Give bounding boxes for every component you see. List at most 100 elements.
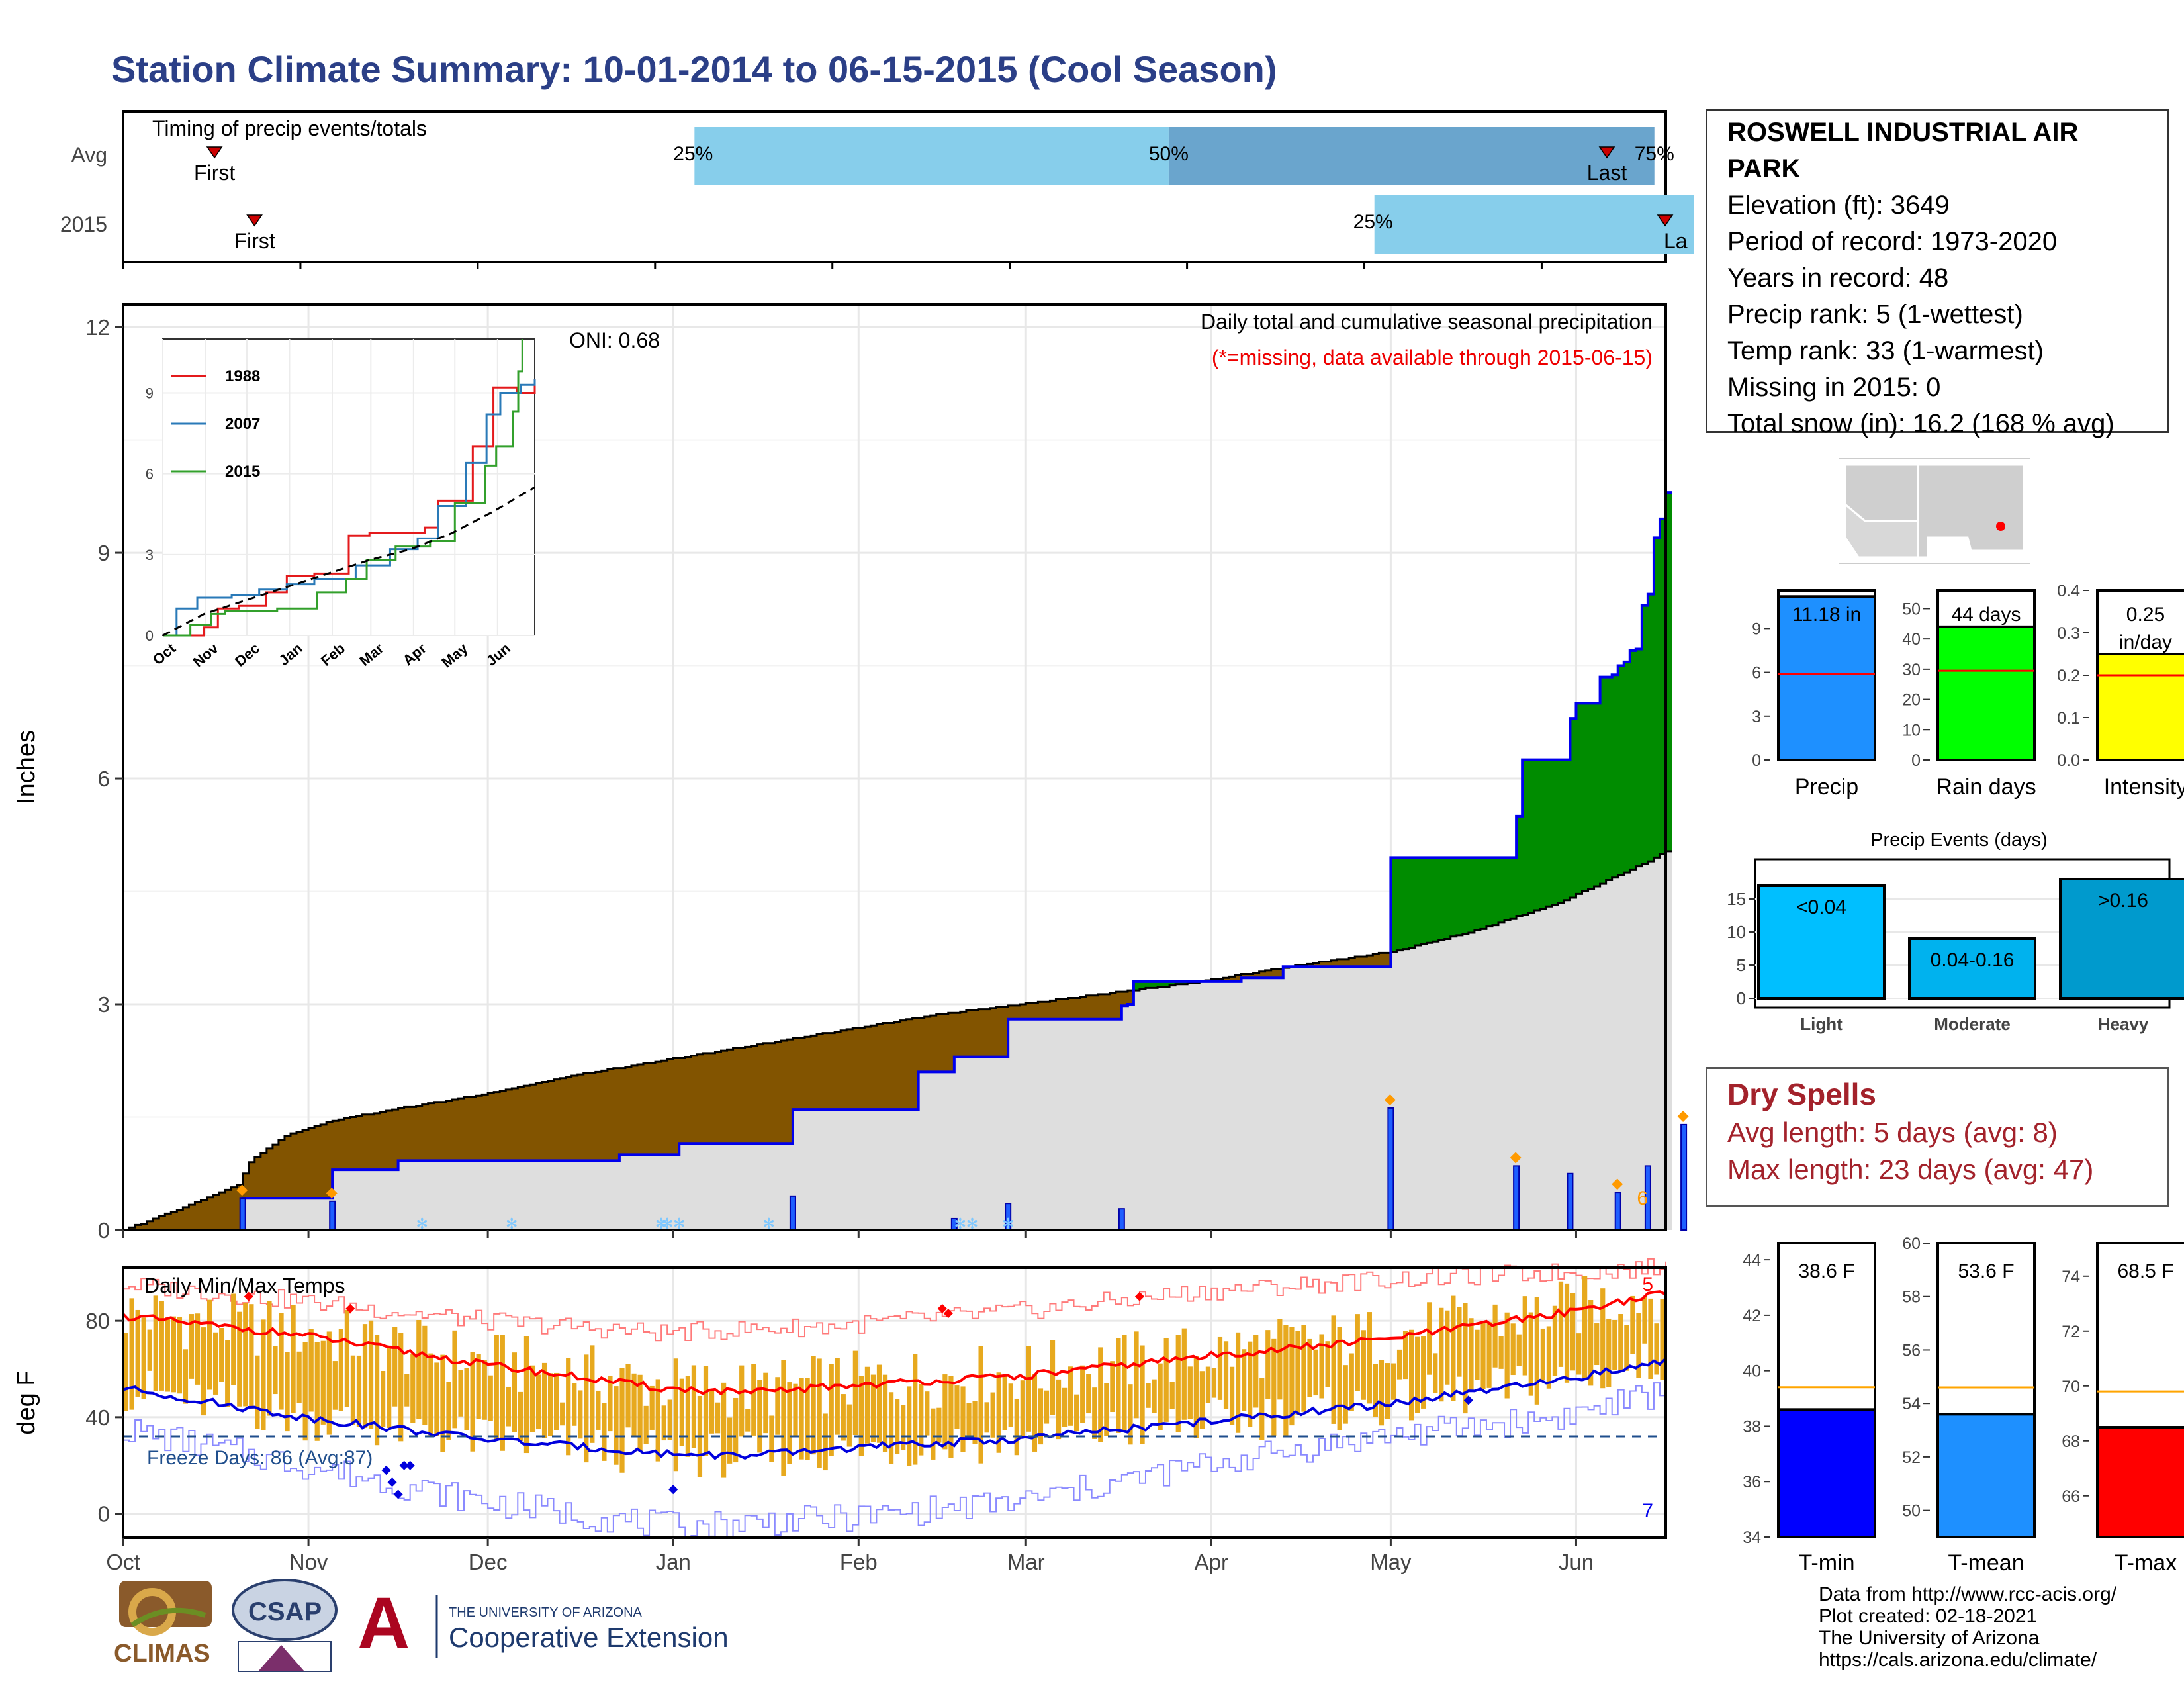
daily-temp-bar	[739, 1365, 745, 1437]
temp-summary-y-tick-label: 58	[1902, 1288, 1921, 1307]
summary-value-label: 44 days	[1951, 604, 2021, 626]
temp-summary-label: T-min	[1799, 1550, 1855, 1575]
daily-temp-bar	[1367, 1312, 1372, 1404]
daily-temp-bar	[643, 1405, 649, 1444]
daily-temp-bar	[1451, 1295, 1456, 1401]
daily-temp-bar	[129, 1298, 134, 1410]
month-label-mar: Mar	[1007, 1550, 1045, 1574]
timing-title: Timing of precip events/totals	[152, 117, 427, 140]
inset-legend-label-2015: 2015	[225, 463, 260, 481]
events-bar-light	[1757, 884, 1886, 1000]
daily-temp-bar	[1104, 1383, 1109, 1436]
daily-temp-bar	[1068, 1366, 1073, 1426]
credit-url: https://cals.arizona.edu/climate/	[1819, 1649, 2097, 1671]
daily-temp-bar	[1648, 1298, 1653, 1379]
daily-temp-bar	[1480, 1321, 1486, 1389]
inset-y-tick-label: 3	[146, 547, 154, 563]
summary-y-tick-label: 30	[1902, 661, 1921, 679]
logos: CLIMAS CSAP A THE UNIVERSITY OF ARIZONA …	[114, 1579, 729, 1672]
credit-plot-created: Plot created: 02-18-2021	[1819, 1605, 2038, 1627]
daily-temp-bar	[1235, 1332, 1241, 1433]
daily-temp-bar	[1349, 1353, 1354, 1411]
daily-temp-bar	[1409, 1329, 1414, 1421]
daily-temp-bar	[1265, 1330, 1271, 1399]
record-high-marker	[937, 1303, 947, 1313]
daily-temp-bar	[655, 1379, 660, 1462]
daily-temp-bar	[852, 1350, 858, 1435]
daily-temp-bar	[919, 1383, 924, 1456]
summary-bar-label: Intensity	[2104, 774, 2184, 800]
daily-temp-bar	[1134, 1331, 1139, 1419]
heavy-event-marker	[1677, 1111, 1689, 1122]
daily-temp-bar	[1445, 1310, 1450, 1385]
heavy-event-marker	[1510, 1152, 1522, 1164]
missing-days-label: 6	[1637, 1188, 1648, 1209]
credit-data-source: Data from http://www.rcc-acis.org/	[1819, 1583, 2117, 1605]
summary-bar-intensity	[2096, 653, 2184, 761]
record-high-line	[123, 1258, 1666, 1342]
daily-temp-bar	[637, 1374, 643, 1452]
summary-y-tick-label: 20	[1902, 691, 1921, 710]
daily-temp-bar	[763, 1372, 768, 1434]
daily-temp-bar	[1110, 1361, 1115, 1413]
daily-temp-bar	[177, 1317, 183, 1394]
summary-y-tick-label: 40	[1902, 630, 1921, 649]
daily-temp-bar	[1080, 1365, 1085, 1423]
daily-temp-bar	[1242, 1349, 1247, 1411]
precip-y-tick-label: 12	[85, 315, 110, 340]
daily-temp-bar	[206, 1299, 212, 1390]
snow-day-icon: ✻	[1002, 1215, 1014, 1232]
daily-temp-bar	[1169, 1382, 1175, 1409]
daily-temp-bar	[1396, 1349, 1402, 1380]
credits: Data from http://www.rcc-acis.org/ Plot …	[1819, 1583, 2116, 1671]
temp-summary-y-tick-label: 60	[1902, 1235, 1921, 1253]
daily-temp-bar	[1492, 1304, 1498, 1368]
daily-temp-bar	[381, 1370, 386, 1427]
inset-y-tick-label: 0	[146, 628, 154, 644]
daily-temp-bar	[925, 1391, 930, 1436]
daily-temp-bar	[614, 1386, 619, 1465]
ua-a-icon: A	[357, 1583, 410, 1664]
daily-precip-bar	[239, 1197, 246, 1231]
summary-value-label: 0.25	[2126, 604, 2165, 626]
daily-temp-bar	[1044, 1390, 1050, 1424]
timing-row-label-y2015: 2015	[60, 212, 107, 236]
daily-temp-bar	[1457, 1307, 1462, 1377]
summary-y-tick-label: 10	[1902, 721, 1921, 739]
daily-temp-bar	[631, 1373, 637, 1437]
temp-summary-value-label: 53.6 F	[1958, 1260, 2014, 1282]
summary-y-tick-label: 0.2	[2057, 667, 2080, 685]
first-event-marker-y2015	[246, 214, 263, 227]
daily-precip-bar	[1680, 1123, 1688, 1231]
daily-temp-bar	[1038, 1388, 1044, 1445]
daily-temp-bar	[966, 1403, 972, 1439]
daily-temp-bar	[1582, 1276, 1588, 1380]
daily-temp-bar	[1217, 1336, 1223, 1400]
temp-summary-y-tick-label: 72	[2062, 1323, 2080, 1341]
daily-temp-bar	[350, 1355, 356, 1425]
daily-temp-bar	[1528, 1312, 1533, 1396]
daily-temp-bar	[1373, 1364, 1379, 1417]
summary-bar-label: Rain days	[1936, 774, 2036, 800]
oni-label: ONI: 0.68	[569, 328, 660, 352]
daily-temp-bar	[171, 1316, 177, 1393]
daily-temp-bar	[1504, 1312, 1510, 1399]
temp-summary-y-tick-label: 40	[1743, 1362, 1761, 1381]
precip-cumulative-line	[123, 491, 1672, 1231]
daily-temp-bar	[1624, 1325, 1629, 1371]
daily-temp-bar	[512, 1352, 517, 1432]
daily-temp-bar	[488, 1375, 493, 1421]
events-y-tick-label: 5	[1737, 955, 1746, 975]
month-label-nov: Nov	[289, 1550, 328, 1574]
daily-temp-bar	[1116, 1338, 1121, 1433]
daily-temp-bar	[165, 1317, 170, 1392]
daily-temp-bar	[428, 1353, 433, 1438]
daily-temp-bar	[1205, 1366, 1211, 1403]
daily-temp-bar	[1379, 1360, 1385, 1426]
daily-temp-bar	[566, 1358, 571, 1456]
daily-temp-bar	[882, 1374, 888, 1452]
daily-temp-bar	[709, 1390, 715, 1434]
summary-bars: 0 3 6 9 11.18 in Precip 0 10 20 30 40 50 44 days Rain…	[1752, 582, 2184, 800]
daily-temp-bar	[823, 1413, 828, 1471]
daily-temp-bar	[261, 1319, 266, 1430]
